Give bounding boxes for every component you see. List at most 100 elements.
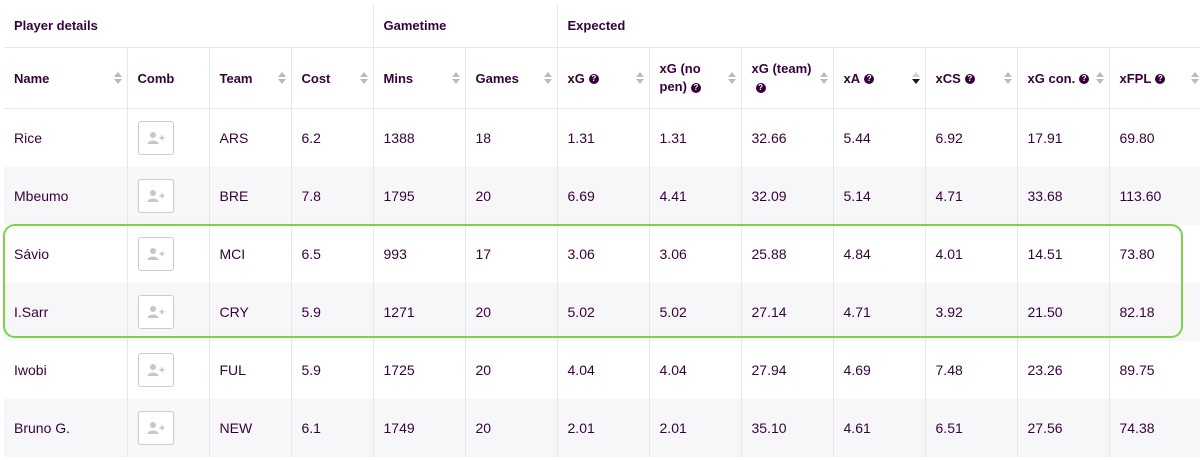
xa-cell: 5.44 <box>833 108 926 167</box>
xcs-cell: 6.51 <box>925 399 1018 457</box>
games-cell: 20 <box>465 399 558 457</box>
sort-icon[interactable] <box>359 70 368 86</box>
mins-cell: 1749 <box>373 399 466 457</box>
sort-icon[interactable] <box>277 70 286 86</box>
sort-icon[interactable] <box>1003 70 1012 86</box>
column-header-label: Games <box>475 70 519 86</box>
player-name-cell[interactable]: Iwobi <box>4 341 128 399</box>
team-cell: NEW <box>209 399 292 457</box>
sort-desc-icon[interactable] <box>911 70 920 86</box>
xg-con-cell: 14.51 <box>1017 225 1110 283</box>
column-header-xg-con[interactable]: xG con.? <box>1017 47 1110 109</box>
games-cell: 17 <box>465 225 558 283</box>
xg-con-cell: 33.68 <box>1017 167 1110 225</box>
column-header-label: Cost <box>301 70 331 86</box>
xg-con-cell: 27.56 <box>1017 399 1110 457</box>
xfpl-cell: 89.75 <box>1109 341 1200 399</box>
column-header-team[interactable]: Team <box>209 47 292 109</box>
xg-cell: 1.31 <box>557 108 650 167</box>
column-header-xa[interactable]: xA? <box>833 47 926 109</box>
games-cell: 18 <box>465 108 558 167</box>
column-header-row: Name Comb Team Cost Mins Games xG? xG (no pen)?… <box>4 47 1200 109</box>
table-row: Iwobi FUL 5.9 1725 20 4.04 4.04 27.94 4.69 7.48 23… <box>4 341 1200 399</box>
sort-icon[interactable] <box>1095 70 1104 86</box>
sort-icon[interactable] <box>451 70 460 86</box>
add-to-comb-button[interactable] <box>137 353 174 387</box>
xg-team-cell: 27.14 <box>741 283 834 341</box>
sort-icon[interactable] <box>543 70 552 86</box>
column-header-games[interactable]: Games <box>465 47 558 109</box>
question-icon[interactable]: ? <box>964 74 975 85</box>
question-icon[interactable]: ? <box>864 74 875 85</box>
add-user-icon <box>147 422 164 434</box>
question-icon[interactable]: ? <box>1079 74 1090 85</box>
add-to-comb-button[interactable] <box>137 121 174 155</box>
mins-cell: 1271 <box>373 283 466 341</box>
column-header-name[interactable]: Name <box>4 47 128 109</box>
sort-icon[interactable] <box>1190 70 1199 86</box>
xfpl-cell: 69.80 <box>1109 108 1200 167</box>
xfpl-cell: 73.80 <box>1109 225 1200 283</box>
xg-cell: 6.69 <box>557 167 650 225</box>
group-gametime: Gametime <box>373 4 558 48</box>
add-to-comb-button[interactable] <box>137 411 174 445</box>
column-header-xg[interactable]: xG? <box>557 47 650 109</box>
team-cell: FUL <box>209 341 292 399</box>
player-name-cell[interactable]: Rice <box>4 108 128 167</box>
xg-con-cell: 17.91 <box>1017 108 1110 167</box>
question-icon[interactable]: ? <box>588 74 599 85</box>
player-name-cell[interactable]: Bruno G. <box>4 399 128 457</box>
table-row: Bruno G. NEW 6.1 1749 20 2.01 2.01 35.10 4.61 6.5… <box>4 399 1200 457</box>
xg-no-pen-cell: 2.01 <box>649 399 742 457</box>
add-user-icon <box>147 190 164 202</box>
column-header-comb: Comb <box>127 47 210 109</box>
group-player-details: Player details <box>4 4 374 48</box>
question-icon[interactable]: ? <box>1155 74 1166 85</box>
table-row: Sávio MCI 6.5 993 17 3.06 3.06 25.88 4.84 4.01 14.… <box>4 225 1200 283</box>
comb-cell <box>127 225 210 283</box>
player-name-cell[interactable]: Sávio <box>4 225 128 283</box>
add-to-comb-button[interactable] <box>137 295 174 329</box>
add-user-icon <box>147 248 164 260</box>
team-cell: ARS <box>209 108 292 167</box>
xg-cell: 5.02 <box>557 283 650 341</box>
team-cell: BRE <box>209 167 292 225</box>
column-header-mins[interactable]: Mins <box>373 47 466 109</box>
sort-icon[interactable] <box>727 70 736 86</box>
column-header-label: Team <box>219 70 253 86</box>
column-header-xfpl[interactable]: xFPL? <box>1109 47 1200 109</box>
sort-icon[interactable] <box>819 70 828 86</box>
column-header-xg-no-pen[interactable]: xG (no pen)? <box>649 47 742 109</box>
player-name-cell[interactable]: Mbeumo <box>4 167 128 225</box>
cost-cell: 6.5 <box>291 225 374 283</box>
question-icon[interactable]: ? <box>755 82 766 93</box>
add-to-comb-button[interactable] <box>137 237 174 271</box>
sort-icon[interactable] <box>113 70 122 86</box>
xg-team-cell: 32.66 <box>741 108 834 167</box>
column-header-label: xCS <box>935 70 961 86</box>
comb-cell <box>127 167 210 225</box>
table-row: Rice ARS 6.2 1388 18 1.31 1.31 32.66 5.44 6.92 17.… <box>4 108 1200 167</box>
xa-cell: 5.14 <box>833 167 926 225</box>
team-cell: CRY <box>209 283 292 341</box>
column-header-cost[interactable]: Cost <box>291 47 374 109</box>
player-name-cell[interactable]: I.Sarr <box>4 283 128 341</box>
cost-cell: 6.2 <box>291 108 374 167</box>
xa-cell: 4.61 <box>833 399 926 457</box>
games-cell: 20 <box>465 283 558 341</box>
sort-icon[interactable] <box>635 70 644 86</box>
xfpl-cell: 82.18 <box>1109 283 1200 341</box>
column-header-xg-team[interactable]: xG (team)? <box>741 47 834 109</box>
cost-cell: 5.9 <box>291 283 374 341</box>
question-icon[interactable]: ? <box>690 82 701 93</box>
xcs-cell: 6.92 <box>925 108 1018 167</box>
mins-cell: 1725 <box>373 341 466 399</box>
group-expected: Expected <box>557 4 1200 48</box>
add-to-comb-button[interactable] <box>137 179 174 213</box>
xg-con-cell: 21.50 <box>1017 283 1110 341</box>
comb-cell <box>127 341 210 399</box>
add-user-icon <box>147 306 164 318</box>
xg-no-pen-cell: 4.04 <box>649 341 742 399</box>
column-header-xcs[interactable]: xCS? <box>925 47 1018 109</box>
xa-cell: 4.69 <box>833 341 926 399</box>
